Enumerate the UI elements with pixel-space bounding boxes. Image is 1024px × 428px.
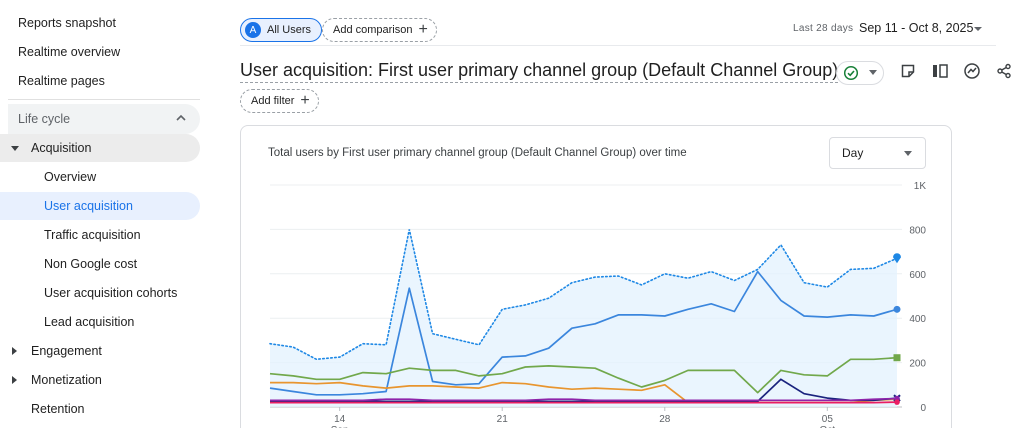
- line-chart: 1K 800 600 400 200 0 14Sep 21 28 05Oct: [269, 181, 926, 428]
- caret-right-icon: [12, 376, 17, 384]
- sidebar-item-overview[interactable]: Overview: [44, 170, 97, 184]
- x-axis-ticks: 14Sep 21 28 05Oct: [331, 407, 836, 428]
- x-tick-label: 28: [659, 414, 671, 425]
- granularity-value: Day: [842, 146, 864, 160]
- y-tick-label: 0: [920, 403, 926, 414]
- sidebar-item-non-google-cost[interactable]: Non Google cost: [44, 257, 138, 271]
- sidebar-item-retention[interactable]: Retention: [31, 402, 85, 416]
- plus-icon: +: [418, 21, 428, 38]
- x-tick-label: 14: [334, 414, 346, 425]
- sidebar-item-engagement[interactable]: Engagement: [31, 344, 102, 358]
- x-tick-label: 21: [497, 414, 509, 425]
- sidebar-item-user-acquisition[interactable]: User acquisition: [44, 199, 133, 213]
- chart-area: [270, 229, 897, 407]
- series-end-marker: [893, 305, 901, 313]
- total-area-fill: [270, 229, 897, 407]
- sidebar-item-lead-acquisition[interactable]: Lead acquisition: [44, 315, 135, 329]
- section-lifecycle-label: Life cycle: [18, 112, 71, 126]
- page-title: User acquisition: First user primary cha…: [240, 60, 839, 83]
- y-tick-label: 600: [909, 270, 926, 281]
- sidebar-item-realtime-pages[interactable]: Realtime pages: [18, 74, 105, 88]
- date-range-picker[interactable]: Sep 11 - Oct 8, 2025: [859, 21, 974, 35]
- segment-label: All Users: [267, 24, 312, 36]
- sidebar-item-reports-snapshot[interactable]: Reports snapshot: [18, 16, 116, 30]
- y-tick-label: 400: [909, 314, 926, 325]
- sidebar-item-acquisition[interactable]: Acquisition: [31, 141, 92, 155]
- sidebar: Reports snapshot Realtime overview Realt…: [0, 0, 210, 428]
- y-axis-ticks: 1K 800 600 400 200 0: [909, 181, 926, 414]
- series-end-marker: [893, 354, 901, 362]
- chart-markers: [893, 253, 901, 405]
- series-end-marker: [893, 253, 901, 264]
- sidebar-item-traffic-acquisition[interactable]: Traffic acquisition: [44, 228, 141, 242]
- dropdown-arrow-icon: [904, 151, 912, 156]
- sidebar-item-user-acquisition-cohorts[interactable]: User acquisition cohorts: [44, 286, 178, 300]
- add-filter-label: Add filter: [251, 95, 295, 107]
- report-status-button[interactable]: [836, 61, 884, 85]
- chart-title: Total users by First user primary channe…: [268, 147, 687, 159]
- y-tick-label: 200: [909, 359, 926, 370]
- check-circle-icon: [843, 65, 859, 81]
- series-line-4: [270, 378, 898, 403]
- series-line-5: [270, 397, 898, 402]
- toolbar-divider: [240, 45, 996, 46]
- plus-icon: +: [300, 92, 310, 109]
- y-tick-label: 1K: [914, 181, 927, 192]
- caret-down-icon: [11, 146, 19, 151]
- dropdown-arrow-icon[interactable]: [973, 25, 983, 33]
- series-end-marker: [894, 399, 900, 405]
- x-tick-label: 05: [822, 414, 834, 425]
- acquisition-highlight: [0, 134, 200, 162]
- section-lifecycle[interactable]: Life cycle: [8, 104, 200, 134]
- share-icon[interactable]: [993, 60, 1015, 82]
- compare-columns-icon[interactable]: [929, 60, 951, 82]
- add-comparison-button[interactable]: Add comparison +: [322, 18, 437, 42]
- x-tick-month-label: Oct: [820, 425, 836, 428]
- granularity-select[interactable]: Day: [829, 137, 926, 169]
- series-line-6: [270, 401, 898, 404]
- date-period-label: Last 28 days: [793, 23, 854, 34]
- chevron-down-icon: [869, 70, 877, 75]
- edit-report-icon[interactable]: [897, 60, 919, 82]
- sidebar-divider: [8, 99, 200, 100]
- insights-icon[interactable]: [961, 60, 983, 82]
- x-tick-month-label: Sep: [331, 425, 349, 428]
- sidebar-item-monetization[interactable]: Monetization: [31, 373, 102, 387]
- chevron-up-icon: [176, 114, 186, 121]
- caret-right-icon: [12, 347, 17, 355]
- segment-chip[interactable]: A All Users: [240, 18, 323, 42]
- series-line-total: [269, 229, 898, 361]
- active-item-highlight: [0, 192, 200, 220]
- y-tick-label: 800: [909, 225, 926, 236]
- add-comparison-label: Add comparison: [333, 24, 413, 36]
- sidebar-item-realtime-overview[interactable]: Realtime overview: [18, 45, 121, 59]
- segment-avatar: A: [245, 22, 261, 38]
- series-line-1: [269, 270, 898, 396]
- add-filter-button[interactable]: Add filter +: [240, 89, 319, 113]
- series-line-2: [269, 356, 898, 394]
- chart-lines: [269, 229, 898, 404]
